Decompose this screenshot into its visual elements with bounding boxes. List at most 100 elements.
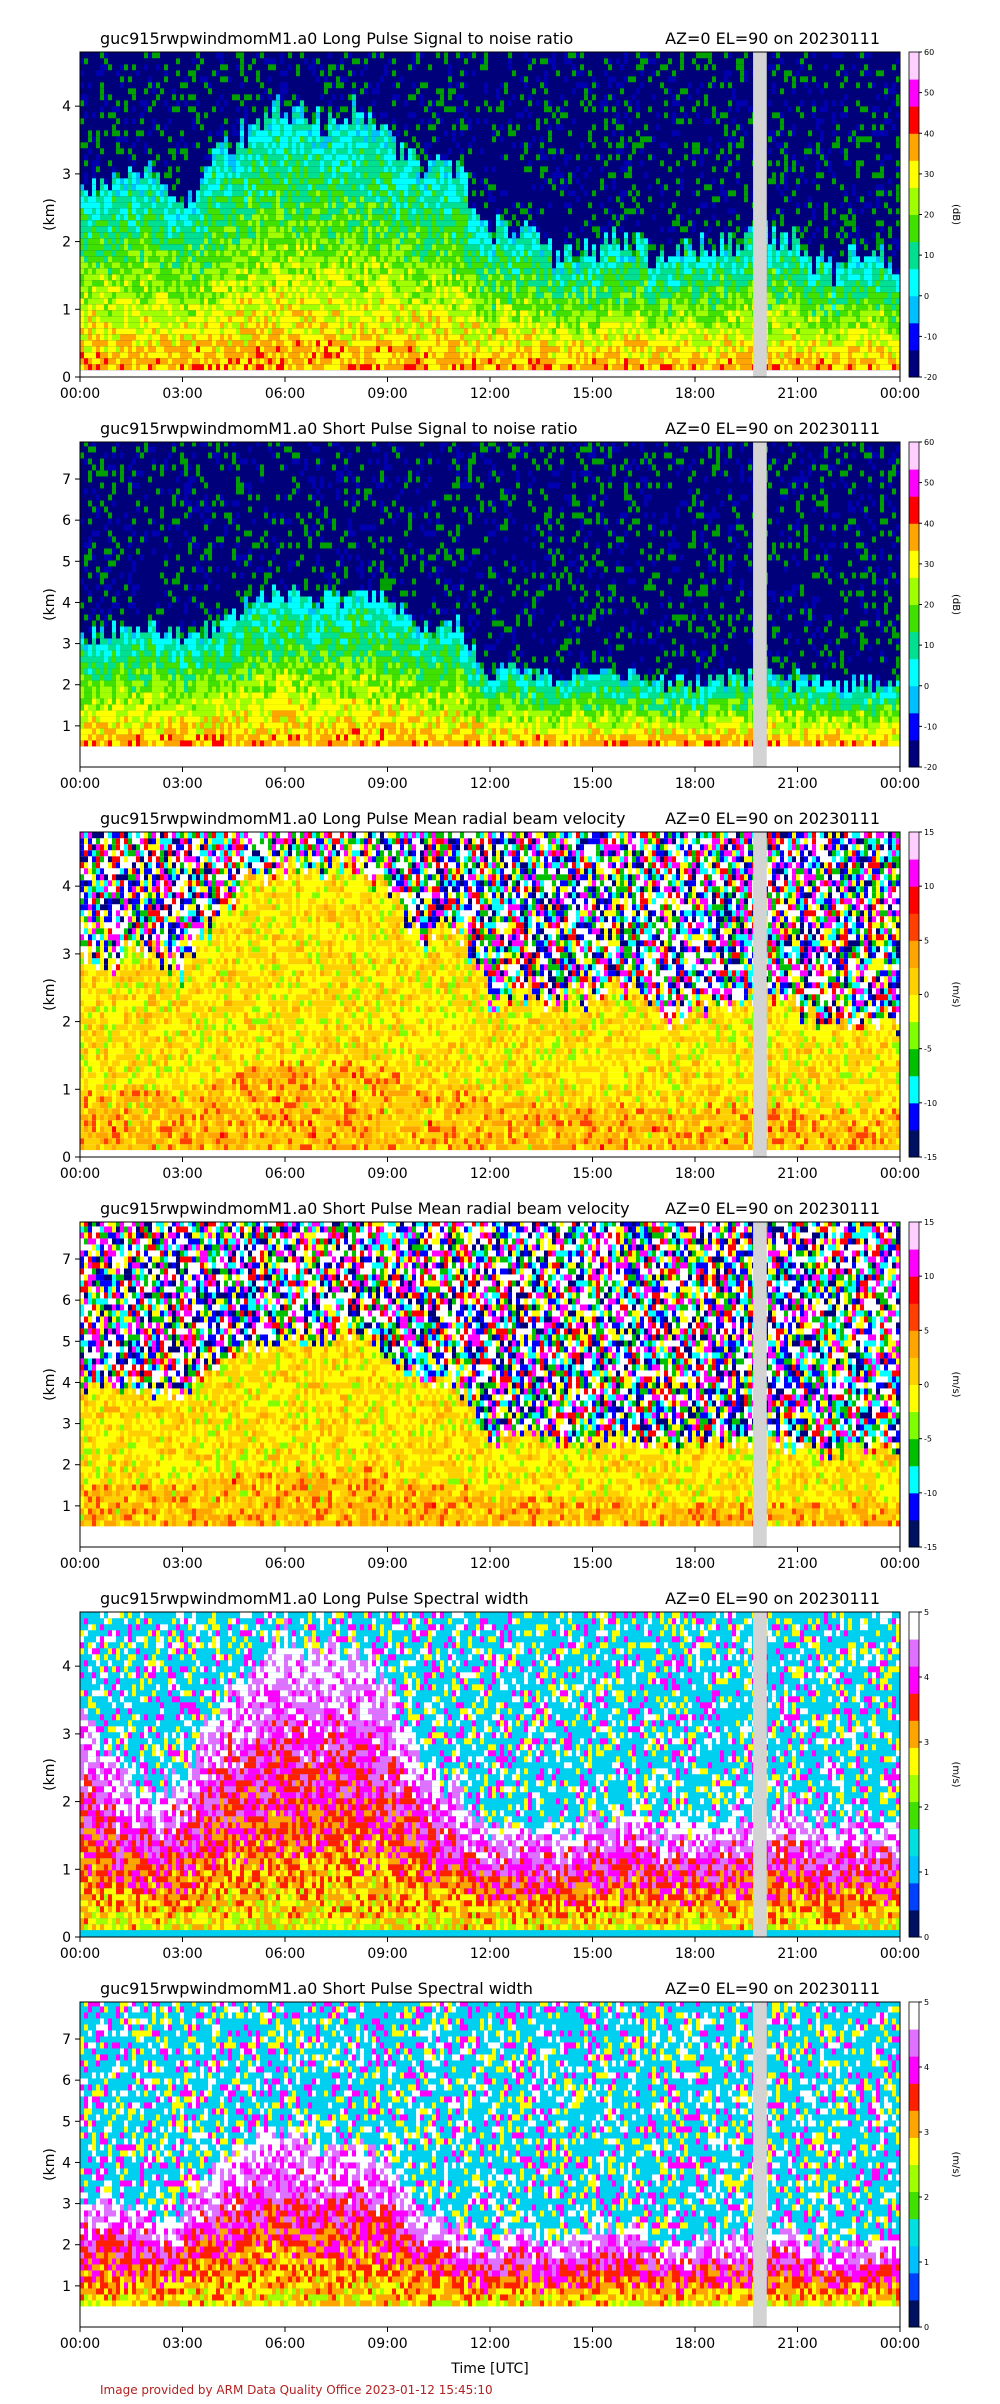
heatmap-cell bbox=[240, 100, 244, 106]
heatmap-cell bbox=[392, 334, 396, 340]
heatmap-cell bbox=[124, 154, 128, 160]
heatmap-cell bbox=[420, 160, 424, 166]
heatmap-cell bbox=[124, 70, 128, 76]
heatmap-cell bbox=[380, 202, 384, 208]
heatmap-cell bbox=[108, 292, 112, 298]
heatmap-cell bbox=[400, 286, 404, 292]
heatmap-cell bbox=[120, 136, 124, 142]
heatmap-cell bbox=[348, 208, 352, 214]
heatmap-cell bbox=[240, 352, 244, 358]
heatmap-cell bbox=[296, 190, 300, 196]
heatmap-cell bbox=[236, 358, 240, 364]
heatmap-cell bbox=[292, 358, 296, 364]
heatmap-cell bbox=[144, 88, 148, 94]
heatmap-cell bbox=[240, 292, 244, 298]
heatmap-cell bbox=[332, 208, 336, 214]
heatmap-cell bbox=[412, 256, 416, 262]
heatmap-cell bbox=[248, 232, 252, 238]
heatmap-cell bbox=[264, 118, 268, 124]
heatmap-cell bbox=[316, 262, 320, 268]
heatmap-cell bbox=[228, 130, 232, 136]
heatmap-cell bbox=[168, 322, 172, 328]
heatmap-cell bbox=[156, 160, 160, 166]
heatmap-cell bbox=[184, 124, 188, 130]
heatmap-cell bbox=[180, 148, 184, 154]
heatmap-cell bbox=[300, 238, 304, 244]
heatmap-cell bbox=[128, 328, 132, 334]
heatmap-cell bbox=[292, 364, 296, 370]
heatmap-cell bbox=[276, 250, 280, 256]
heatmap-cell bbox=[316, 274, 320, 280]
heatmap-cell bbox=[152, 316, 156, 322]
heatmap-cell bbox=[192, 100, 196, 106]
heatmap-cell bbox=[260, 64, 264, 70]
heatmap-cell bbox=[412, 274, 416, 280]
heatmap-cell bbox=[132, 304, 136, 310]
heatmap-cell bbox=[232, 358, 236, 364]
heatmap-cell bbox=[96, 226, 100, 232]
heatmap-cell bbox=[372, 280, 376, 286]
heatmap-cell bbox=[352, 214, 356, 220]
heatmap-cell bbox=[184, 160, 188, 166]
heatmap-cell bbox=[104, 52, 108, 58]
heatmap-cell bbox=[212, 184, 216, 190]
heatmap-cell bbox=[364, 340, 368, 346]
heatmap-cell bbox=[388, 178, 392, 184]
heatmap-cell bbox=[312, 214, 316, 220]
heatmap-cell bbox=[384, 172, 388, 178]
heatmap-cell bbox=[372, 190, 376, 196]
heatmap-cell bbox=[124, 76, 128, 82]
heatmap-cell bbox=[352, 166, 356, 172]
heatmap-cell bbox=[180, 88, 184, 94]
heatmap-cell bbox=[116, 232, 120, 238]
heatmap-cell bbox=[308, 304, 312, 310]
heatmap-cell bbox=[440, 154, 444, 160]
heatmap-cell bbox=[284, 256, 288, 262]
heatmap-cell bbox=[392, 136, 396, 142]
heatmap-cell bbox=[220, 310, 224, 316]
heatmap-cell bbox=[152, 346, 156, 352]
heatmap-cell bbox=[420, 322, 424, 328]
heatmap-cell bbox=[124, 340, 128, 346]
heatmap-cell bbox=[308, 340, 312, 346]
heatmap-cell bbox=[292, 190, 296, 196]
heatmap-cell bbox=[424, 76, 428, 82]
heatmap-cell bbox=[300, 334, 304, 340]
heatmap-cell bbox=[348, 358, 352, 364]
heatmap-cell bbox=[276, 220, 280, 226]
heatmap-cell bbox=[124, 142, 128, 148]
heatmap-cell bbox=[368, 304, 372, 310]
heatmap-cell bbox=[356, 76, 360, 82]
heatmap-cell bbox=[212, 70, 216, 76]
heatmap-cell bbox=[432, 286, 436, 292]
heatmap-cell bbox=[172, 136, 176, 142]
heatmap-cell bbox=[244, 190, 248, 196]
heatmap-cell bbox=[432, 268, 436, 274]
heatmap-cell bbox=[80, 190, 84, 196]
heatmap-cell bbox=[412, 352, 416, 358]
heatmap-cell bbox=[404, 346, 408, 352]
heatmap-cell bbox=[376, 220, 380, 226]
heatmap-cell bbox=[84, 58, 88, 64]
heatmap-cell bbox=[364, 226, 368, 232]
heatmap-cell bbox=[448, 358, 452, 364]
heatmap-cell bbox=[164, 310, 168, 316]
heatmap-cell bbox=[92, 322, 96, 328]
heatmap-cell bbox=[280, 106, 284, 112]
heatmap-cell bbox=[428, 172, 432, 178]
heatmap-cell bbox=[320, 364, 324, 370]
heatmap-cell bbox=[264, 298, 268, 304]
heatmap-cell bbox=[428, 142, 432, 148]
heatmap-cell bbox=[288, 214, 292, 220]
heatmap-cell bbox=[184, 274, 188, 280]
heatmap-cell bbox=[424, 322, 428, 328]
heatmap-cell bbox=[100, 286, 104, 292]
heatmap-cell bbox=[188, 256, 192, 262]
heatmap-cell bbox=[120, 244, 124, 250]
heatmap-cell bbox=[228, 70, 232, 76]
heatmap-cell bbox=[96, 214, 100, 220]
heatmap-cell bbox=[320, 328, 324, 334]
heatmap-cell bbox=[360, 328, 364, 334]
heatmap-cell bbox=[132, 358, 136, 364]
heatmap-cell bbox=[444, 142, 448, 148]
